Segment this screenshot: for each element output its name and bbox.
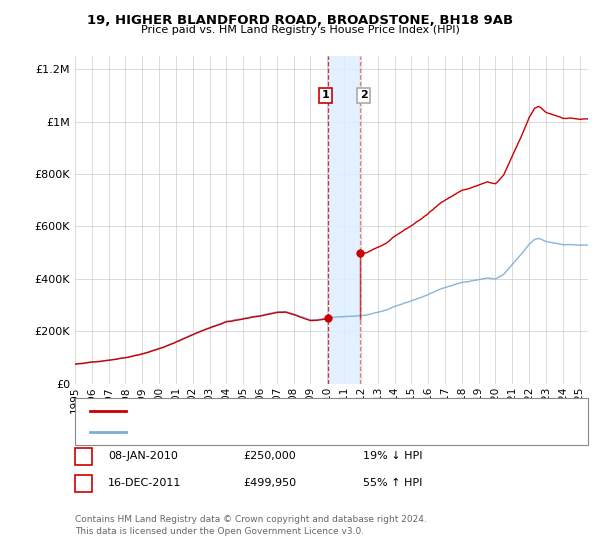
Text: This data is licensed under the Open Government Licence v3.0.: This data is licensed under the Open Gov… bbox=[75, 528, 364, 536]
Text: £499,950: £499,950 bbox=[243, 478, 296, 488]
Text: 19, HIGHER BLANDFORD ROAD, BROADSTONE, BH18 9AB: 19, HIGHER BLANDFORD ROAD, BROADSTONE, B… bbox=[87, 14, 513, 27]
Text: 1: 1 bbox=[80, 451, 87, 461]
Text: 2: 2 bbox=[360, 90, 368, 100]
Text: 2: 2 bbox=[80, 478, 87, 488]
Text: £250,000: £250,000 bbox=[243, 451, 296, 461]
Text: 16-DEC-2011: 16-DEC-2011 bbox=[108, 478, 181, 488]
Text: 19, HIGHER BLANDFORD ROAD, BROADSTONE, BH18 9AB (detached house): 19, HIGHER BLANDFORD ROAD, BROADSTONE, B… bbox=[132, 406, 527, 416]
Text: 19% ↓ HPI: 19% ↓ HPI bbox=[363, 451, 422, 461]
Text: Price paid vs. HM Land Registry's House Price Index (HPI): Price paid vs. HM Land Registry's House … bbox=[140, 25, 460, 35]
Text: 08-JAN-2010: 08-JAN-2010 bbox=[108, 451, 178, 461]
Text: Contains HM Land Registry data © Crown copyright and database right 2024.: Contains HM Land Registry data © Crown c… bbox=[75, 515, 427, 524]
Text: HPI: Average price, detached house, Bournemouth Christchurch and Poole: HPI: Average price, detached house, Bour… bbox=[132, 427, 520, 437]
Text: 55% ↑ HPI: 55% ↑ HPI bbox=[363, 478, 422, 488]
Text: 1: 1 bbox=[322, 90, 329, 100]
Bar bbox=[328, 56, 360, 384]
